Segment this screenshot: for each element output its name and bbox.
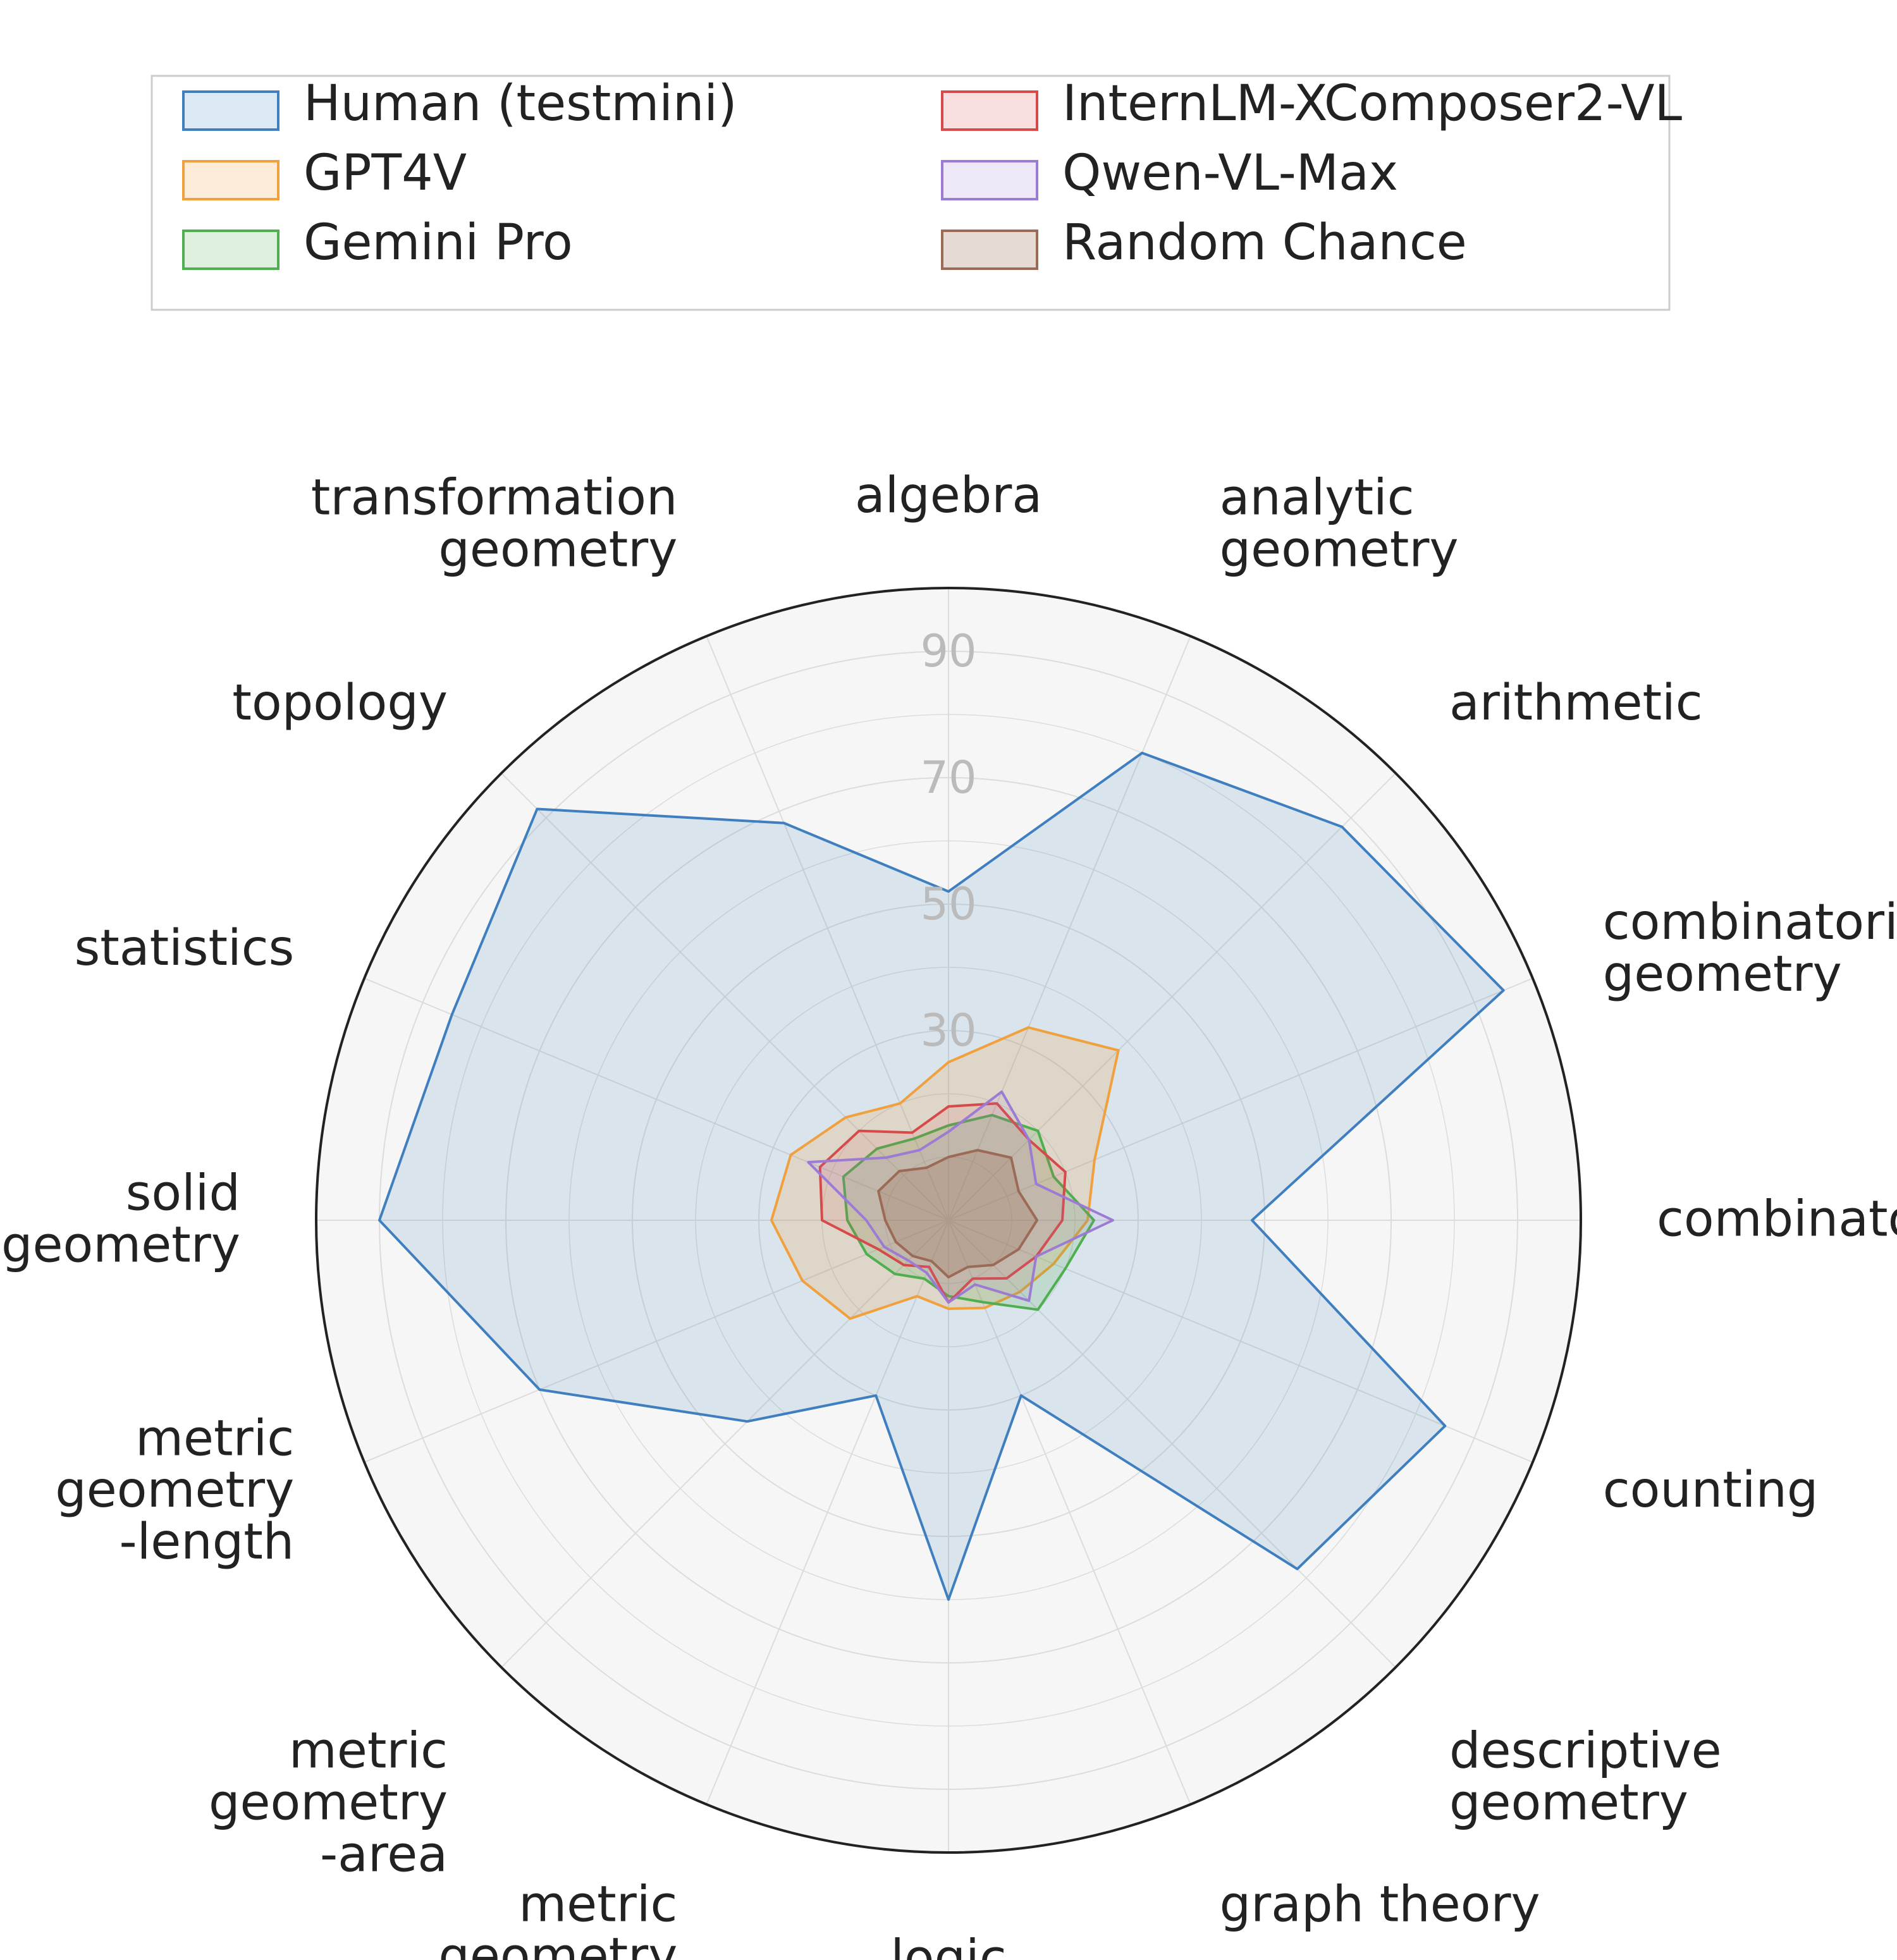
legend-swatch	[183, 92, 278, 130]
axis-label: analyticgeometry	[1220, 469, 1459, 578]
r-tick-label: 30	[920, 1005, 976, 1057]
r-tick-label: 50	[920, 878, 976, 930]
legend-label: GPT4V	[304, 145, 467, 202]
legend-swatch	[183, 161, 278, 199]
axis-label: statistics	[75, 920, 295, 977]
axis-label: solidgeometry	[1, 1165, 240, 1274]
axis-label: arithmetic	[1449, 675, 1703, 732]
legend-label: InternLM-XComposer2-VL	[1062, 75, 1683, 132]
axis-label: algebra	[855, 467, 1042, 524]
axis-label: topology	[232, 675, 448, 732]
legend-swatch	[942, 161, 1037, 199]
legend-swatch	[942, 92, 1037, 130]
axis-label: metricgeometry-area	[209, 1723, 448, 1883]
axis-label: counting	[1603, 1462, 1819, 1519]
axis-label: combinatorialgeometry	[1603, 894, 1897, 1003]
legend-label: Random Chance	[1062, 214, 1467, 271]
legend-label: Human (testmini)	[304, 75, 737, 132]
axis-label: descriptivegeometry	[1449, 1723, 1722, 1832]
legend-label: Qwen-VL-Max	[1062, 145, 1398, 202]
legend-swatch	[183, 231, 278, 269]
axis-label: graph theory	[1220, 1876, 1540, 1933]
r-tick-label: 90	[920, 625, 976, 677]
axis-label: metricgeometry-length	[55, 1410, 294, 1571]
axis-label: transformationgeometry	[311, 469, 678, 578]
r-tick-label: 70	[920, 752, 976, 804]
axis-label: combinatorics	[1657, 1191, 1897, 1248]
radar-chart: 30 50 70 90 algebra analyticgeometry arithmeti…	[0, 0, 1897, 1960]
legend-label: Gemini Pro	[304, 214, 573, 271]
legend-swatch	[942, 231, 1037, 269]
axis-label: logic	[890, 1930, 1006, 1960]
axis-label: metricgeometry-angle	[438, 1876, 677, 1960]
